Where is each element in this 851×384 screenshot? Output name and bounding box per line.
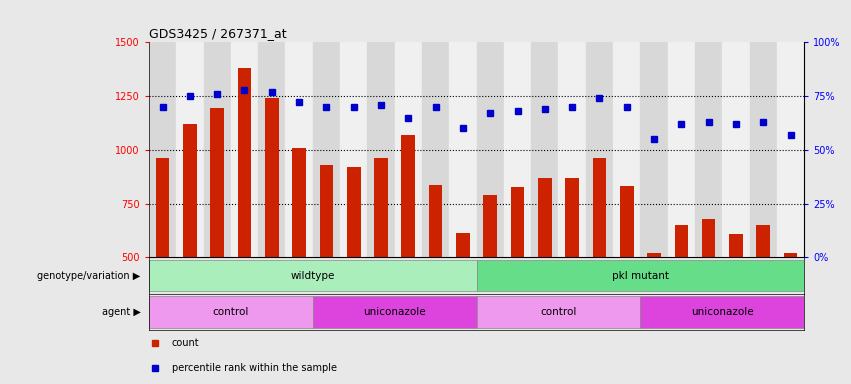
Bar	[648, 253, 661, 365]
Text: count: count	[172, 338, 199, 348]
Text: uniconazole: uniconazole	[691, 307, 754, 317]
Bar	[183, 124, 197, 365]
Text: wildtype: wildtype	[290, 270, 335, 281]
Bar	[641, 296, 804, 328]
Bar	[312, 42, 340, 257]
Bar	[784, 253, 797, 365]
Bar	[368, 42, 395, 257]
Bar	[292, 147, 306, 365]
Bar	[203, 42, 231, 257]
Text: control: control	[213, 307, 249, 317]
Bar	[340, 42, 368, 257]
Bar	[285, 42, 312, 257]
Bar	[265, 98, 278, 365]
Bar	[149, 296, 312, 328]
Bar	[558, 42, 585, 257]
Bar	[750, 42, 777, 257]
Bar	[722, 42, 750, 257]
Bar	[675, 225, 688, 365]
Bar	[347, 167, 361, 365]
Bar	[429, 185, 443, 365]
Bar	[477, 42, 504, 257]
Bar	[395, 42, 422, 257]
Bar	[641, 42, 668, 257]
Bar	[668, 42, 695, 257]
Bar	[456, 233, 470, 365]
Bar	[729, 233, 743, 365]
Bar	[210, 108, 224, 365]
Bar	[449, 42, 477, 257]
Text: control: control	[540, 307, 577, 317]
Bar	[231, 42, 258, 257]
Bar	[592, 158, 606, 365]
Bar	[149, 260, 477, 291]
Bar	[702, 218, 716, 365]
Bar	[149, 42, 176, 257]
Bar	[620, 186, 633, 365]
Text: uniconazole: uniconazole	[363, 307, 426, 317]
Bar	[531, 42, 558, 257]
Bar	[237, 68, 251, 365]
Bar	[483, 195, 497, 365]
Text: agent ▶: agent ▶	[101, 307, 140, 317]
Bar	[565, 178, 579, 365]
Bar	[757, 225, 770, 365]
Text: GDS3425 / 267371_at: GDS3425 / 267371_at	[149, 26, 287, 40]
Bar	[176, 42, 203, 257]
Bar	[402, 135, 415, 365]
Text: percentile rank within the sample: percentile rank within the sample	[172, 362, 337, 373]
Bar	[258, 42, 285, 257]
Bar	[504, 42, 531, 257]
Bar	[312, 296, 477, 328]
Bar	[477, 260, 804, 291]
Bar	[156, 158, 169, 365]
Bar	[777, 42, 804, 257]
Text: genotype/variation ▶: genotype/variation ▶	[37, 270, 140, 281]
Bar	[538, 178, 551, 365]
Text: pkl mutant: pkl mutant	[612, 270, 669, 281]
Bar	[613, 42, 640, 257]
Bar	[511, 187, 524, 365]
Bar	[320, 165, 334, 365]
Bar	[374, 158, 388, 365]
Bar	[422, 42, 449, 257]
Bar	[695, 42, 722, 257]
Bar	[477, 296, 640, 328]
Bar	[585, 42, 613, 257]
